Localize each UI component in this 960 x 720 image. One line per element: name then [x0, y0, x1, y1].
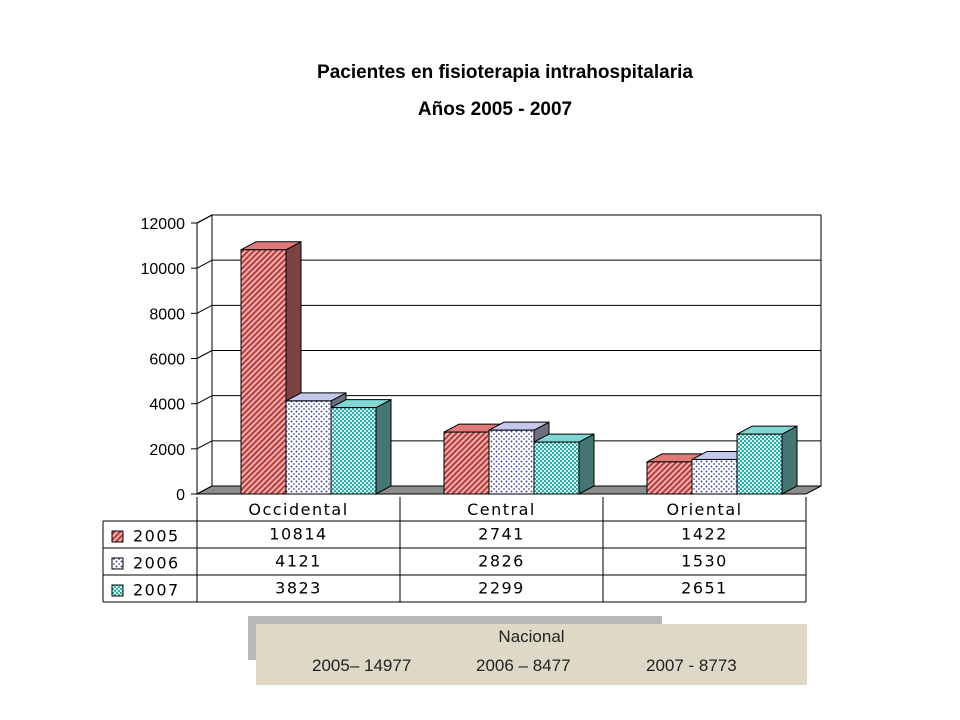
bar [691, 458, 738, 495]
bar [646, 461, 693, 495]
gridline-side [196, 440, 213, 450]
data-table-value: 2651 [681, 579, 728, 598]
gridline-side [196, 259, 213, 269]
y-tick-label: 8000 [149, 306, 185, 323]
bar [736, 433, 783, 495]
nacional-2006: 2006 – 8477 [476, 656, 571, 675]
y-tick-label: 0 [176, 487, 185, 504]
gridline-side [196, 350, 213, 359]
bar [240, 249, 287, 495]
gridline-side [196, 214, 213, 224]
nacional-2007: 2007 - 8773 [646, 656, 737, 675]
y-tick-label: 6000 [149, 352, 185, 369]
data-table-value: 10814 [269, 525, 327, 544]
legend-label: 2007 [133, 581, 180, 600]
legend-label: 2005 [133, 527, 180, 546]
bar [330, 407, 377, 495]
legend-swatch [111, 557, 124, 570]
gridline-side [196, 395, 213, 405]
gridline-side [196, 304, 213, 314]
category-label: Central [467, 500, 536, 519]
data-table-value: 1530 [681, 552, 728, 571]
y-tick-label: 2000 [149, 442, 185, 459]
data-table-value: 4121 [275, 552, 322, 571]
nacional-title: Nacional [498, 627, 565, 646]
category-label: Oriental [666, 500, 742, 519]
data-table-value: 2299 [478, 579, 525, 598]
legend-swatch [111, 530, 124, 543]
chart-title: Pacientes en fisioterapia intrahospitala… [317, 62, 693, 83]
bar-side [781, 425, 798, 495]
nacional-2005: 2005– 14977 [312, 656, 412, 675]
data-table-value: 1422 [681, 525, 728, 544]
y-tick-label: 4000 [149, 397, 185, 414]
data-table-value: 3823 [275, 579, 322, 598]
bar [443, 431, 490, 495]
chart-subtitle: Años 2005 - 2007 [417, 99, 573, 120]
bar-side [375, 398, 392, 495]
data-table-value: 2741 [478, 525, 525, 544]
y-tick-label: 12000 [141, 216, 186, 233]
bar [488, 429, 535, 495]
nacional-box: Nacional 2005– 14977 2006 – 8477 2007 - … [256, 624, 807, 685]
bar [285, 400, 332, 495]
bar-side [578, 433, 595, 495]
legend-label: 2006 [133, 554, 180, 573]
table-bg [197, 497, 806, 602]
y-tick-label: 10000 [141, 261, 186, 278]
category-label: Occidental [248, 500, 348, 519]
data-table-value: 2826 [478, 552, 525, 571]
bar [533, 441, 580, 495]
legend-swatch [111, 584, 124, 597]
